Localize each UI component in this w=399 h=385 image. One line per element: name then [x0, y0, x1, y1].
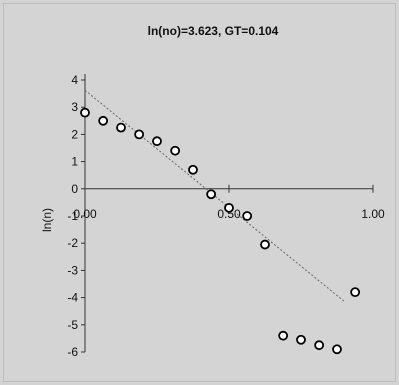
- y-tick-label: -3: [67, 263, 78, 277]
- data-point: [80, 107, 90, 118]
- data-point: [170, 145, 181, 156]
- chart-panel: [3, 3, 396, 382]
- axes: 4 3 2 1 0 -1 -2 -3 -4 -5 -6 0.00 0.50 1.00: [67, 73, 385, 359]
- data-point: [350, 287, 361, 298]
- y-tick-label: 1: [71, 155, 78, 169]
- data-point: [134, 129, 145, 140]
- y-tick-label: -2: [67, 236, 78, 250]
- y-tick-label: -5: [67, 318, 78, 332]
- data-point: [224, 202, 234, 213]
- data-point: [260, 239, 270, 250]
- data-point: [278, 330, 289, 341]
- data-point: [206, 189, 217, 200]
- data-point: [152, 136, 162, 147]
- x-tick-label: 0.00: [73, 207, 97, 221]
- y-tick-label: 4: [71, 73, 78, 87]
- data-point: [296, 334, 306, 345]
- y-tick-label: -6: [67, 345, 78, 359]
- y-tick-label: 0: [71, 182, 78, 196]
- y-tick-label: -4: [67, 291, 78, 305]
- data-point: [242, 211, 253, 221]
- chart-title: ln(no)=3.623, GT=0.104: [148, 24, 279, 38]
- data-point: [98, 115, 109, 126]
- data-point: [332, 344, 342, 355]
- y-tick-label: 3: [71, 100, 78, 114]
- data-point: [314, 340, 325, 351]
- y-tick-label: -1: [67, 209, 78, 223]
- data-point: [188, 164, 198, 175]
- data-points: [80, 107, 361, 355]
- y-axis-label: ln(n): [40, 208, 54, 232]
- y-tick-label: 2: [71, 127, 78, 141]
- x-tick-label: 0.50: [217, 207, 241, 221]
- data-point: [116, 122, 126, 133]
- x-tick-label: 1.00: [361, 207, 385, 221]
